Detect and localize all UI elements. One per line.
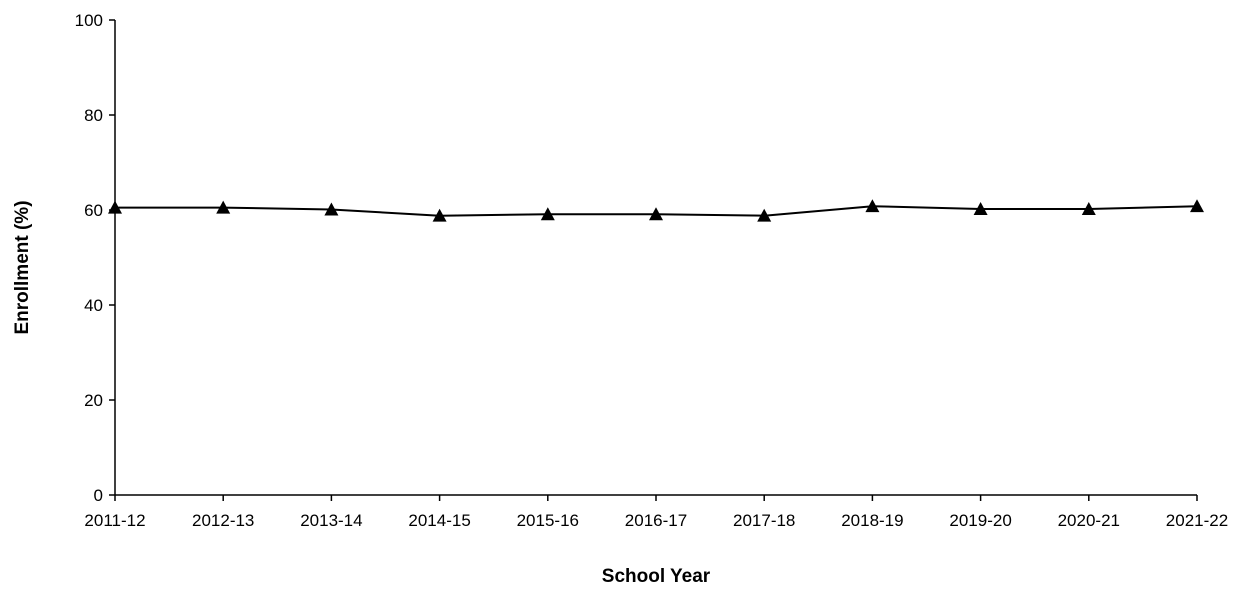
data-point-marker bbox=[1081, 202, 1096, 215]
y-axis-ticks: 0 20 40 60 80 100 bbox=[75, 11, 115, 505]
data-point-marker bbox=[865, 199, 880, 213]
series-markers bbox=[108, 199, 1204, 222]
data-point-marker bbox=[108, 200, 122, 214]
y-tick-label: 80 bbox=[84, 106, 103, 125]
data-point-marker bbox=[432, 208, 447, 222]
x-axis-title: School Year bbox=[602, 566, 711, 587]
y-tick-label: 20 bbox=[84, 391, 103, 410]
x-tick-label: 2020-21 bbox=[1058, 511, 1120, 530]
x-axis-ticks: 2011-12 2012-13 2013-14 2014-15 2015-16 2016-… bbox=[84, 495, 1228, 530]
data-point-marker bbox=[973, 202, 988, 215]
data-point-marker bbox=[757, 208, 772, 222]
data-point-marker bbox=[540, 207, 555, 221]
y-tick-label: 0 bbox=[94, 486, 103, 505]
x-tick-label: 2017-18 bbox=[733, 511, 795, 530]
y-tick-label: 40 bbox=[84, 296, 103, 315]
x-tick-label: 2011-12 bbox=[84, 511, 145, 530]
x-tick-label: 2018-19 bbox=[841, 511, 903, 530]
y-tick-label: 60 bbox=[84, 201, 103, 220]
x-tick-label: 2019-20 bbox=[949, 511, 1011, 530]
x-tick-label: 2021-22 bbox=[1166, 511, 1228, 530]
data-point-marker bbox=[649, 207, 663, 221]
data-point-marker bbox=[1190, 199, 1204, 213]
x-tick-label: 2013-14 bbox=[300, 511, 362, 530]
y-axis-title: Enrollment (%) bbox=[12, 200, 33, 334]
x-tick-label: 2016-17 bbox=[625, 511, 687, 530]
y-tick-label: 100 bbox=[75, 11, 103, 30]
x-tick-label: 2015-16 bbox=[517, 511, 579, 530]
data-point-marker bbox=[324, 202, 339, 216]
x-tick-label: 2012-13 bbox=[192, 511, 254, 530]
x-tick-label: 2014-15 bbox=[408, 511, 470, 530]
data-point-marker bbox=[216, 200, 231, 214]
